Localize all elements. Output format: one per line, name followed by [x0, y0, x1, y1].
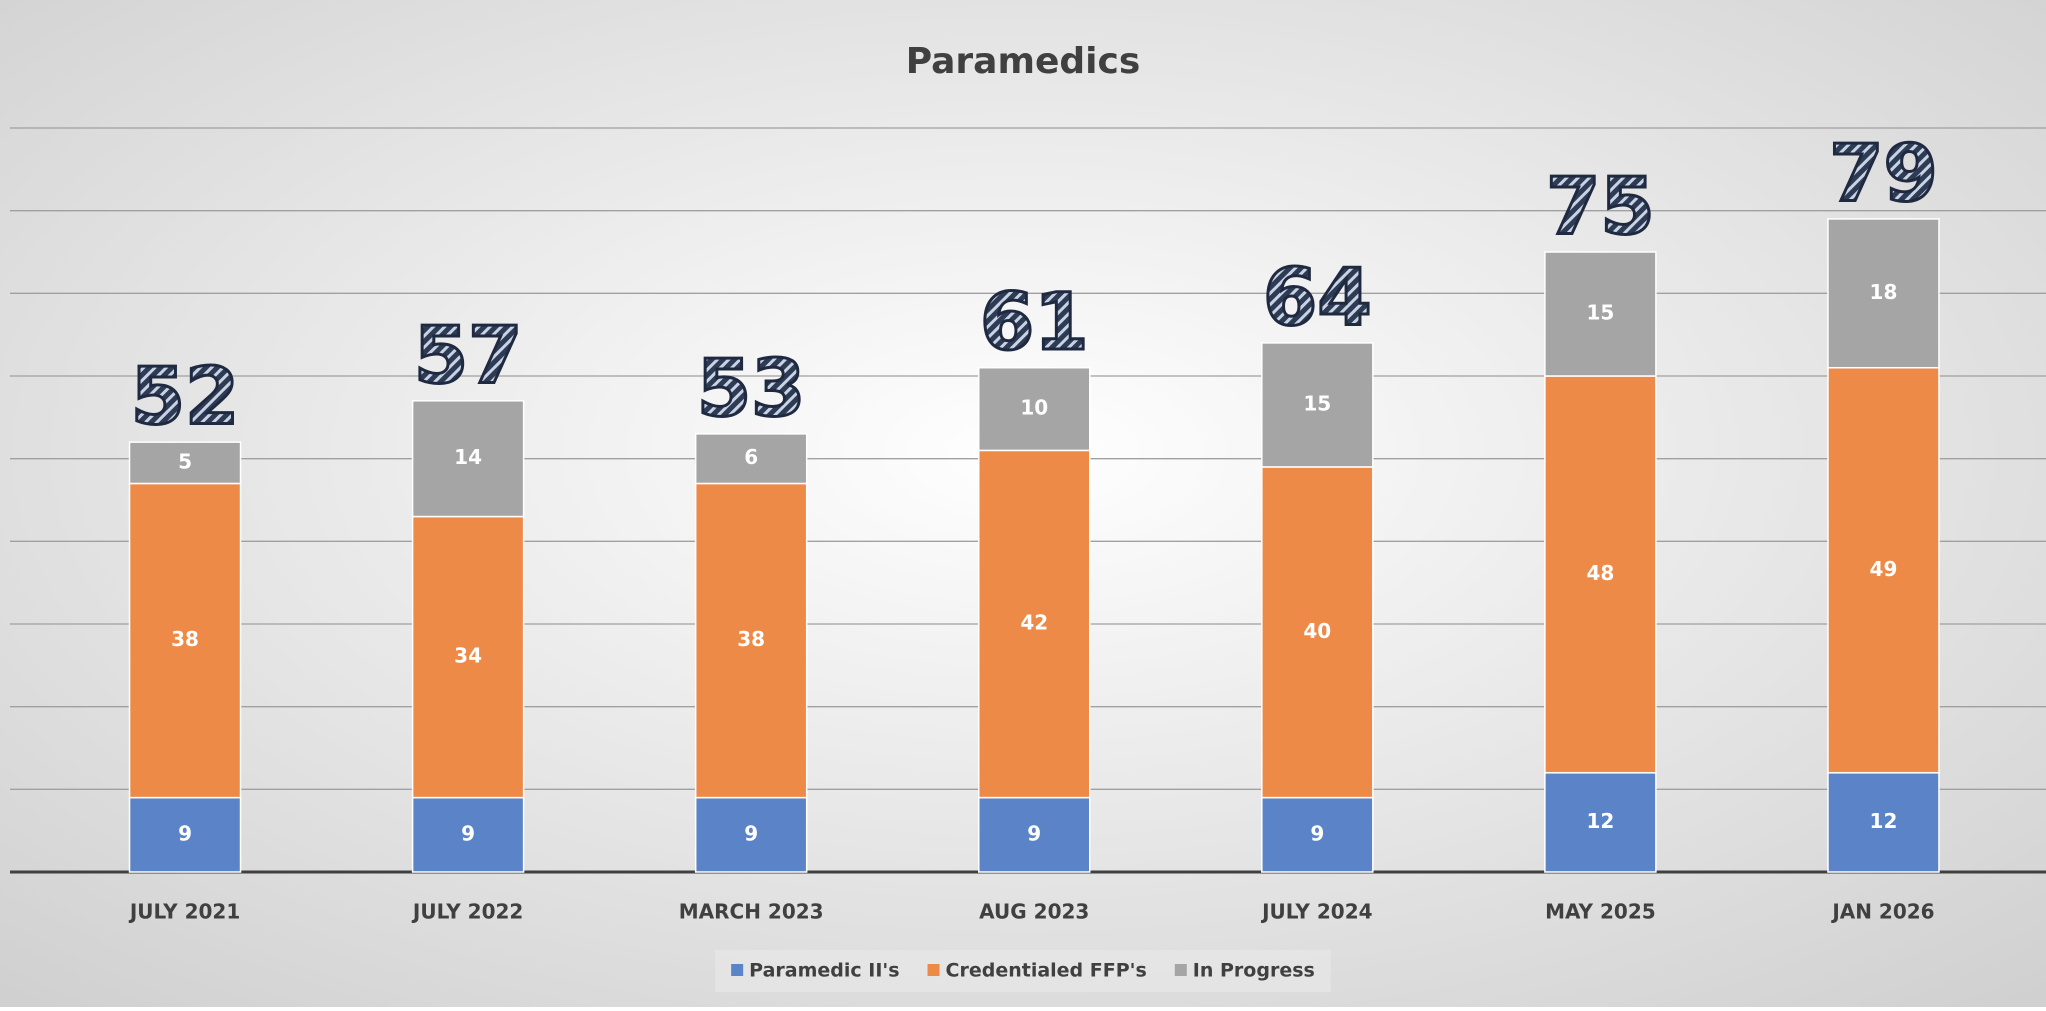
data-label: 42 [1020, 611, 1048, 635]
chart-title: Paramedics [906, 41, 1141, 82]
data-label: 9 [178, 821, 192, 845]
legend-label: Credentialed FFP's [946, 960, 1147, 982]
bar-segment [694, 482, 808, 799]
bar-segment [1827, 772, 1940, 873]
data-label: 12 [1586, 809, 1614, 833]
total-label: 79 [1829, 129, 1938, 219]
x-tick-label: JULY 2021 [128, 900, 240, 924]
data-label: 40 [1303, 619, 1331, 643]
data-label: 6 [744, 445, 758, 469]
x-tick-label: JULY 2022 [411, 900, 523, 924]
bar-segment [1261, 342, 1374, 468]
data-label: 5 [178, 449, 192, 473]
bar-segment [978, 449, 1091, 799]
data-label: 9 [744, 821, 758, 845]
legend-swatch [731, 964, 744, 976]
data-label: 9 [1310, 821, 1324, 845]
total-label: 53 [697, 344, 806, 434]
data-label: 15 [1303, 391, 1331, 415]
legend: Paramedic II's Credentialed FFP's In Progr… [715, 950, 1331, 992]
data-label: 49 [1870, 557, 1898, 581]
total-label: 64 [1263, 253, 1372, 343]
total-label: 61 [980, 278, 1089, 368]
x-tick-label: MAY 2025 [1545, 900, 1656, 924]
bar-segment [411, 796, 525, 873]
x-tick-label: JULY 2024 [1260, 900, 1372, 924]
legend-label: Paramedic II's [749, 960, 899, 982]
legend-swatch [927, 964, 940, 976]
legend-label: In Progress [1193, 960, 1315, 982]
bar-segment [1261, 796, 1374, 873]
total-label: 57 [414, 311, 523, 401]
data-label: 38 [737, 627, 765, 651]
data-label: 15 [1586, 301, 1614, 325]
legend-box [715, 950, 1331, 992]
data-label: 38 [171, 627, 199, 651]
bar-segment [411, 400, 525, 518]
bar-segment [694, 433, 808, 485]
total-label: 75 [1546, 162, 1655, 252]
x-tick-label: JAN 2026 [1830, 900, 1934, 924]
bar-segment [128, 441, 242, 485]
bar-segment [1261, 466, 1374, 799]
data-label: 12 [1870, 809, 1898, 833]
bar-segment [128, 482, 242, 799]
data-label: 10 [1020, 396, 1048, 420]
data-label: 9 [461, 821, 475, 845]
x-tick-label: MARCH 2023 [679, 900, 824, 924]
data-label: 14 [454, 445, 482, 469]
bar-segment [128, 796, 242, 873]
bar-segment [1544, 772, 1657, 873]
data-label: 9 [1027, 821, 1041, 845]
x-tick-label: AUG 2023 [979, 900, 1089, 924]
bar-segment [1827, 218, 1940, 369]
bar-segment [411, 515, 525, 799]
total-label: 52 [131, 353, 240, 443]
bar-segment [1544, 251, 1657, 377]
data-label: 18 [1870, 280, 1898, 304]
bar-segment [1544, 375, 1657, 774]
bar-segment [978, 366, 1091, 452]
bar-segment [978, 796, 1091, 873]
legend-swatch [1174, 964, 1187, 976]
data-label: 48 [1586, 561, 1614, 585]
data-label: 34 [454, 644, 482, 668]
